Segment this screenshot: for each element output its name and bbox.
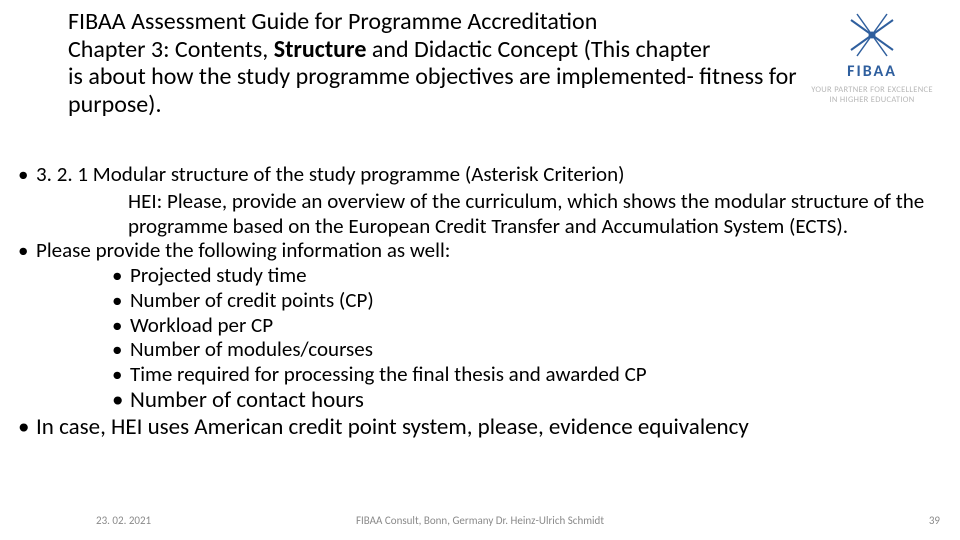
footer-center: FIBAA Consult, Bonn, Germany Dr. Heinz-U… xyxy=(0,514,960,527)
slide-footer: 23. 02. 2021 FIBAA Consult, Bonn, German… xyxy=(0,514,960,532)
sub-list: Projected study time Number of credit po… xyxy=(36,263,950,414)
slide: FIBAA Assessment Guide for Programme Acc… xyxy=(0,0,960,540)
logo-tagline-1: YOUR PARTNER FOR EXCELLENCE xyxy=(802,85,942,95)
slide-title: FIBAA Assessment Guide for Programme Acc… xyxy=(68,8,798,118)
list-item: Workload per CP xyxy=(110,313,950,338)
list-item: Number of modules/courses xyxy=(110,337,950,362)
title-line-1: FIBAA Assessment Guide for Programme Acc… xyxy=(68,8,798,36)
bullet-2-text: Please provide the following information… xyxy=(36,237,450,263)
logo-block: FIBAA YOUR PARTNER FOR EXCELLENCE IN HIG… xyxy=(802,10,942,105)
title-line-2: Chapter 3: Contents, Structure and Didac… xyxy=(68,36,798,64)
list-item: Projected study time xyxy=(110,263,950,288)
list-item: 3. 2. 1 Modular structure of the study p… xyxy=(10,162,950,238)
title-line2-pre: Chapter 3: Contents, xyxy=(68,35,274,64)
logo-tagline: YOUR PARTNER FOR EXCELLENCE IN HIGHER ED… xyxy=(802,85,942,105)
fibaa-logo-icon xyxy=(847,10,897,60)
logo-label: FIBAA xyxy=(802,62,942,81)
list-item: In case, HEI uses American credit point … xyxy=(10,414,950,441)
title-line-3: is about how the study programme objecti… xyxy=(68,63,798,118)
list-item: Please provide the following information… xyxy=(10,238,950,414)
content-body: 3. 2. 1 Modular structure of the study p… xyxy=(10,162,950,441)
list-item: Time required for processing the final t… xyxy=(110,362,950,387)
footer-page-number: 39 xyxy=(929,514,940,527)
list-item: Number of credit points (CP) xyxy=(110,288,950,313)
title-line2-post: and Didactic Concept (This chapter xyxy=(366,35,710,64)
title-line2-bold: Structure xyxy=(274,35,367,64)
bullet-1-text: 3. 2. 1 Modular structure of the study p… xyxy=(36,161,624,187)
logo-tagline-2: IN HIGHER EDUCATION xyxy=(802,95,942,105)
indented-paragraph: HEI: Please, provide an overview of the … xyxy=(36,189,950,239)
list-item: Number of contact hours xyxy=(110,387,950,414)
